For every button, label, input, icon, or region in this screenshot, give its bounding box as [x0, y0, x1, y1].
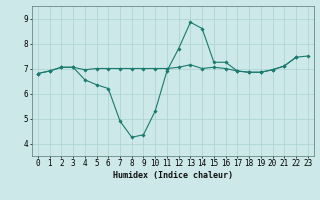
X-axis label: Humidex (Indice chaleur): Humidex (Indice chaleur) [113, 171, 233, 180]
